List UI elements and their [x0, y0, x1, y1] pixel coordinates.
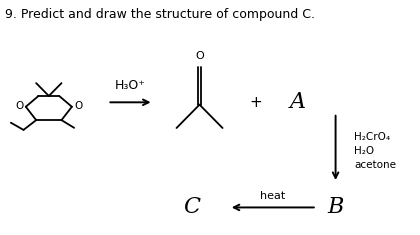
Text: +: + — [249, 95, 262, 110]
Text: O: O — [15, 101, 23, 111]
Text: H₂O: H₂O — [354, 146, 375, 156]
Text: H₃O⁺: H₃O⁺ — [115, 79, 146, 92]
Text: acetone: acetone — [354, 161, 396, 170]
Text: 9. Predict and draw the structure of compound C.: 9. Predict and draw the structure of com… — [5, 8, 315, 21]
Text: C: C — [183, 196, 199, 219]
Text: O: O — [74, 101, 83, 111]
Text: B: B — [328, 196, 344, 219]
Text: A: A — [290, 91, 306, 113]
Text: heat: heat — [260, 191, 286, 201]
Text: O: O — [195, 51, 204, 61]
Text: H₂CrO₄: H₂CrO₄ — [354, 132, 391, 142]
